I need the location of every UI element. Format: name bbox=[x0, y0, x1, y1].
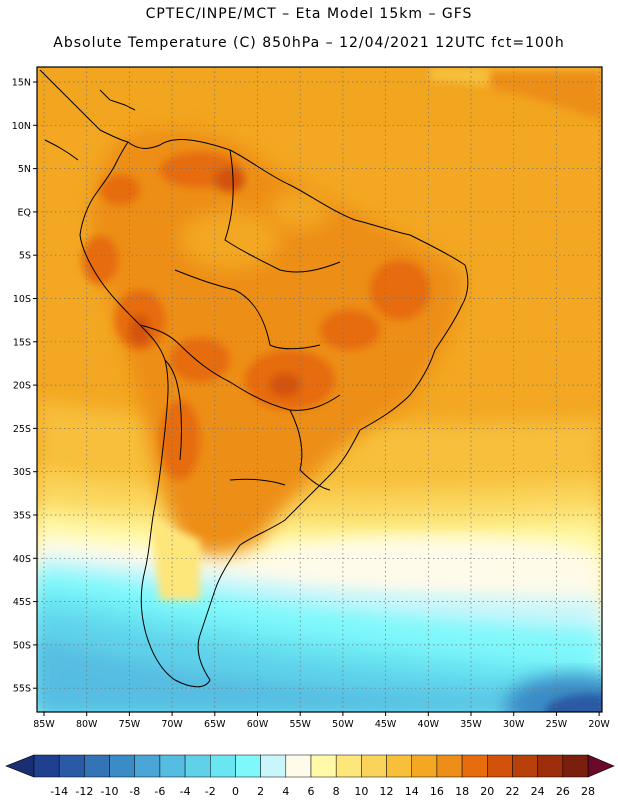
colorbar-label: 10 bbox=[354, 785, 368, 798]
colorbar-label: 8 bbox=[333, 785, 340, 798]
lat-label: 55S bbox=[13, 684, 31, 695]
lat-label: EQ bbox=[18, 207, 31, 218]
colorbar-label: 6 bbox=[308, 785, 315, 798]
colorbar-swatch bbox=[58, 754, 85, 778]
lat-label: 30S bbox=[13, 467, 31, 478]
colorbar-swatch bbox=[33, 754, 60, 778]
colorbar-label: -6 bbox=[154, 785, 165, 798]
lon-label: 20W bbox=[588, 719, 610, 730]
colorbar-label: -8 bbox=[129, 785, 140, 798]
map-frame bbox=[36, 66, 603, 713]
colorbar-label: -12 bbox=[75, 785, 93, 798]
lon-label: 85W bbox=[33, 719, 55, 730]
lat-label: 10N bbox=[12, 121, 31, 132]
colorbar-label: 12 bbox=[380, 785, 394, 798]
colorbar-swatch bbox=[260, 754, 287, 778]
colorbar-label: 28 bbox=[581, 785, 595, 798]
colorbar-swatch bbox=[512, 754, 538, 778]
title-line-1: CPTEC/INPE/MCT – Eta Model 15km – GFS bbox=[145, 6, 473, 22]
lon-label: 35W bbox=[460, 719, 482, 730]
colorbar-label: -4 bbox=[180, 785, 191, 798]
longitude-labels: 85W 80W 75W 70W 65W 60W 55W 50W 45W 40W 35W 30W 25W 2… bbox=[33, 712, 610, 730]
lat-label: 15N bbox=[12, 78, 31, 89]
lat-label: 15S bbox=[13, 337, 31, 348]
colorbar-swatch bbox=[461, 754, 488, 778]
colorbar-label: 22 bbox=[505, 785, 519, 798]
lon-label: 75W bbox=[119, 719, 141, 730]
latitude-labels: 15N 10N 5N EQ 5S 10S 15S 20S 25S 30S 35S 40S 45S 50S 5… bbox=[12, 78, 37, 695]
colorbar-swatch bbox=[335, 754, 362, 778]
colorbar-low-arrow bbox=[5, 754, 35, 778]
lon-label: 60W bbox=[247, 719, 269, 730]
colorbar-label: 2 bbox=[257, 785, 264, 798]
colorbar-label: -2 bbox=[205, 785, 216, 798]
colorbar-swatch bbox=[310, 754, 337, 778]
colorbar-swatch bbox=[184, 754, 211, 778]
colorbar-label: -14 bbox=[50, 785, 68, 798]
lon-label: 30W bbox=[503, 719, 525, 730]
colorbar-swatch bbox=[411, 754, 438, 778]
temperature-field bbox=[37, 67, 602, 712]
lon-label: 50W bbox=[332, 719, 354, 730]
lon-label: 25W bbox=[546, 719, 568, 730]
lat-label: 35S bbox=[13, 511, 31, 522]
colorbar-label: 20 bbox=[480, 785, 494, 798]
colorbar-swatch bbox=[84, 754, 110, 778]
colorbar-swatch bbox=[361, 754, 387, 778]
colorbar-label: 4 bbox=[282, 785, 289, 798]
colorbar-label: 18 bbox=[455, 785, 469, 798]
lon-label: 80W bbox=[76, 719, 98, 730]
colorbar-label: -10 bbox=[101, 785, 119, 798]
lon-label: 70W bbox=[161, 719, 183, 730]
lat-label: 20S bbox=[13, 381, 31, 392]
colorbar-swatch bbox=[210, 754, 236, 778]
colorbar-label: 0 bbox=[232, 785, 239, 798]
title-line-2: Absolute Temperature (C) 850hPa – 12/04/… bbox=[53, 35, 565, 51]
lat-label: 5N bbox=[18, 164, 31, 175]
lon-label: 45W bbox=[375, 719, 397, 730]
lat-label: 5S bbox=[19, 251, 31, 262]
lat-label: 40S bbox=[13, 554, 31, 565]
colorbar-swatch bbox=[562, 754, 589, 778]
colorbar-label: 14 bbox=[405, 785, 419, 798]
colorbar-swatch bbox=[285, 754, 312, 778]
lat-label: 45S bbox=[13, 597, 31, 608]
colorbar-swatch bbox=[235, 754, 261, 778]
colorbar-high-arrow bbox=[587, 754, 615, 778]
colorbar-labels: -14 -12 -10 -8 -6 -4 -2 0 2 4 6 8 10 12 14 16 18 20 22 24 26… bbox=[50, 785, 595, 798]
lon-label: 55W bbox=[289, 719, 311, 730]
colorbar-label: 26 bbox=[556, 785, 570, 798]
lat-label: 50S bbox=[13, 640, 31, 651]
coastline bbox=[39, 69, 469, 688]
colorbar bbox=[5, 754, 615, 778]
colorbar-swatch bbox=[436, 754, 463, 778]
lon-label: 40W bbox=[418, 719, 440, 730]
colorbar-swatch bbox=[159, 754, 186, 778]
lat-label: 10S bbox=[13, 294, 31, 305]
lat-label: 25S bbox=[13, 424, 31, 435]
lon-label: 65W bbox=[204, 719, 226, 730]
colorbar-label: 24 bbox=[531, 785, 545, 798]
colorbar-swatch bbox=[487, 754, 513, 778]
colorbar-label: 16 bbox=[430, 785, 444, 798]
colorbar-swatch bbox=[109, 754, 135, 778]
colorbar-swatch bbox=[134, 754, 161, 778]
colorbar-swatch bbox=[537, 754, 564, 778]
colorbar-swatch bbox=[386, 754, 412, 778]
